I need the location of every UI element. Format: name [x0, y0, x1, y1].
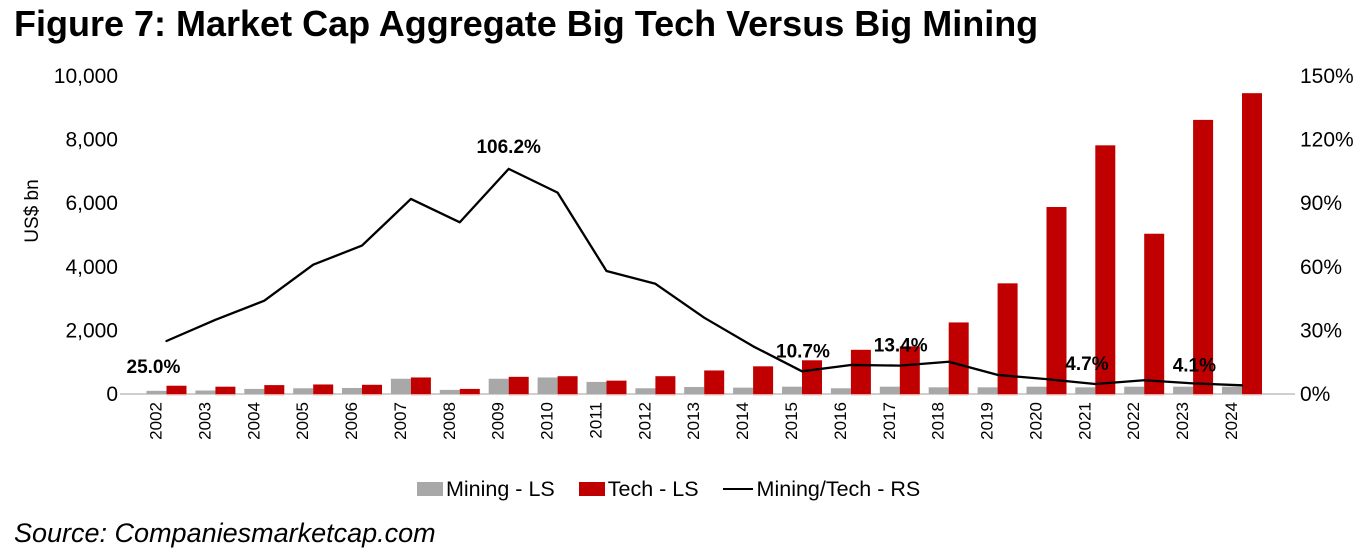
svg-text:2022: 2022	[1124, 402, 1143, 440]
svg-text:150%: 150%	[1300, 65, 1354, 88]
svg-text:2012: 2012	[635, 402, 654, 440]
svg-text:10.7%: 10.7%	[776, 341, 830, 362]
svg-text:10,000: 10,000	[54, 65, 118, 88]
svg-text:2010: 2010	[538, 402, 557, 440]
svg-text:2018: 2018	[929, 402, 948, 440]
svg-text:2006: 2006	[342, 402, 361, 440]
svg-text:2017: 2017	[880, 402, 899, 440]
svg-text:2008: 2008	[440, 402, 459, 440]
svg-text:90%: 90%	[1300, 192, 1342, 215]
svg-text:2014: 2014	[733, 402, 752, 440]
svg-text:2005: 2005	[293, 402, 312, 440]
svg-text:4,000: 4,000	[65, 256, 118, 279]
svg-text:106.2%: 106.2%	[476, 137, 541, 158]
svg-text:2013: 2013	[684, 402, 703, 440]
svg-text:30%: 30%	[1300, 319, 1342, 342]
svg-text:25.0%: 25.0%	[127, 357, 181, 378]
svg-text:2004: 2004	[244, 402, 263, 440]
svg-text:2,000: 2,000	[65, 319, 118, 342]
svg-text:60%: 60%	[1300, 256, 1342, 279]
svg-text:2023: 2023	[1173, 402, 1192, 440]
svg-text:2024: 2024	[1222, 402, 1241, 440]
svg-text:120%: 120%	[1300, 129, 1354, 152]
svg-text:2021: 2021	[1075, 402, 1094, 440]
svg-text:4.1%: 4.1%	[1173, 355, 1216, 376]
svg-text:4.7%: 4.7%	[1065, 354, 1108, 375]
svg-text:2007: 2007	[391, 402, 410, 440]
svg-text:2003: 2003	[195, 402, 214, 440]
svg-text:13.4%: 13.4%	[874, 336, 928, 357]
svg-text:2009: 2009	[489, 402, 508, 440]
svg-text:0: 0	[106, 383, 118, 406]
svg-text:2002: 2002	[147, 402, 166, 440]
svg-text:2019: 2019	[978, 402, 997, 440]
svg-text:2016: 2016	[831, 402, 850, 440]
svg-text:8,000: 8,000	[65, 129, 118, 152]
svg-text:2015: 2015	[782, 402, 801, 440]
svg-text:6,000: 6,000	[65, 192, 118, 215]
svg-text:2020: 2020	[1027, 402, 1046, 440]
svg-text:0%: 0%	[1300, 383, 1330, 406]
svg-text:2011: 2011	[587, 402, 606, 439]
